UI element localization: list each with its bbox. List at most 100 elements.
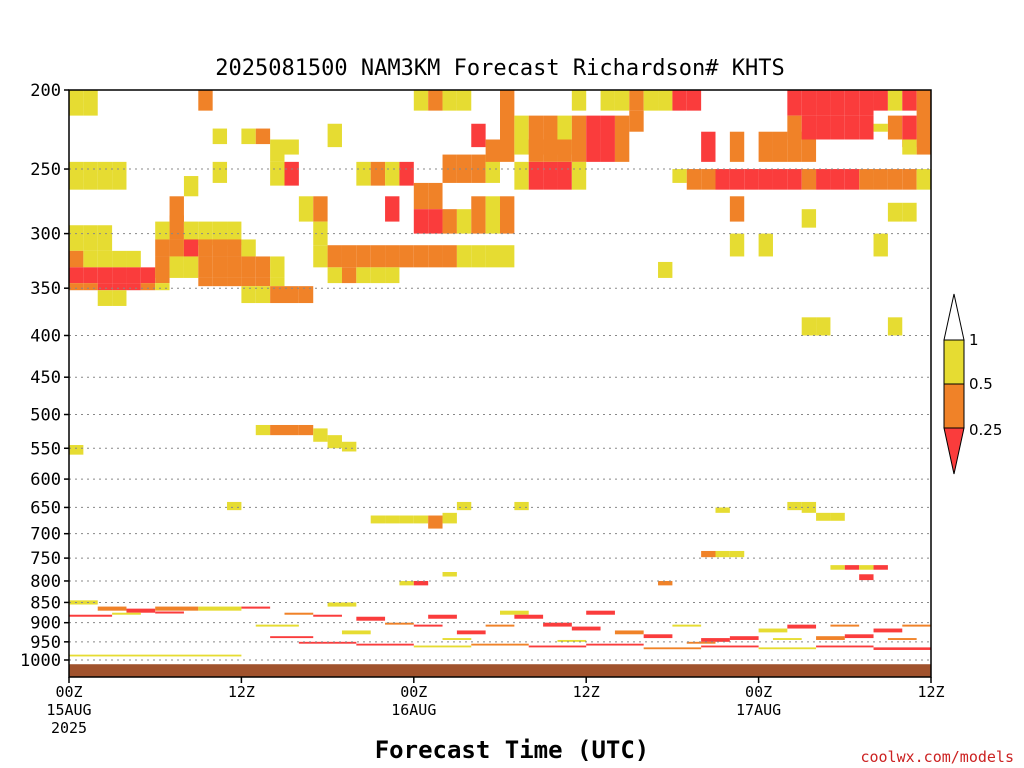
y-tick-label: 700 xyxy=(30,525,61,545)
ri-cell xyxy=(500,90,515,162)
ri-cell xyxy=(140,283,156,291)
ri-cell xyxy=(485,139,500,162)
ri-cell xyxy=(341,441,357,452)
y-tick-label: 650 xyxy=(30,498,61,518)
ri-cell xyxy=(198,221,213,246)
ri-cell xyxy=(212,161,228,183)
ri-cell xyxy=(198,277,213,287)
ri-cell xyxy=(298,424,314,436)
ri-cell xyxy=(270,424,285,436)
ri-cell xyxy=(155,239,170,257)
legend-bin xyxy=(943,293,965,341)
ri-cell xyxy=(270,636,314,639)
ri-cell xyxy=(356,643,414,646)
ri-cell xyxy=(155,283,170,291)
ri-cell xyxy=(313,614,342,617)
ri-cell xyxy=(859,574,874,581)
ri-cell xyxy=(370,245,386,268)
ri-cell xyxy=(672,624,702,627)
ri-cell xyxy=(701,550,716,558)
ri-cell xyxy=(887,317,903,336)
ri-cell xyxy=(557,139,572,162)
ri-cell xyxy=(241,277,256,287)
ri-cell xyxy=(471,196,486,234)
ri-cell xyxy=(902,169,917,190)
ri-cell xyxy=(916,90,931,155)
ri-cell xyxy=(456,154,472,183)
y-axis: 200 250 300 350 400 450 500 550 600 650 700 750 8008… xyxy=(20,81,69,671)
y-tick-label: 600 xyxy=(30,470,61,490)
ri-cell xyxy=(873,233,888,257)
ri-cell xyxy=(715,550,730,558)
ri-cell xyxy=(844,90,860,116)
ri-cell xyxy=(69,600,98,605)
ri-cell xyxy=(758,169,773,190)
ri-cell xyxy=(428,614,457,619)
ri-cell xyxy=(83,90,98,116)
ri-cell xyxy=(413,580,429,586)
ri-cell xyxy=(830,115,845,140)
ri-cell xyxy=(916,169,931,190)
ri-cell xyxy=(227,277,242,287)
ri-cell xyxy=(255,128,271,145)
x-tick-label: 2025 xyxy=(51,719,87,737)
ri-cell xyxy=(255,256,271,278)
ri-cell xyxy=(198,256,213,278)
x-axis-title: Forecast Time (UTC) xyxy=(375,736,650,764)
ri-cell xyxy=(212,256,228,278)
y-tick-label: 750 xyxy=(30,549,61,569)
ri-cell xyxy=(456,209,472,234)
ri-cell xyxy=(500,610,529,615)
ri-cell xyxy=(485,196,500,234)
legend-label: 1 xyxy=(969,331,979,349)
ri-cell xyxy=(658,261,673,278)
ri-cell xyxy=(69,225,84,251)
y-tick-label: 300 xyxy=(30,225,61,245)
ri-cell xyxy=(816,90,831,116)
ri-cell xyxy=(140,267,156,284)
ri-cell xyxy=(169,196,184,222)
ri-cell xyxy=(658,580,673,586)
ri-cell xyxy=(255,424,271,436)
ri-cell xyxy=(787,90,802,116)
ri-cell xyxy=(528,161,544,190)
y-tick-label: 900 xyxy=(30,614,61,634)
ri-cell xyxy=(686,90,702,111)
ri-cell xyxy=(227,239,242,257)
ri-cell xyxy=(859,90,874,116)
ri-cell xyxy=(183,239,199,257)
ri-cell xyxy=(126,267,141,284)
ri-cell xyxy=(413,182,429,210)
ri-cell xyxy=(227,221,242,246)
ri-cell xyxy=(873,169,888,190)
ri-cell xyxy=(155,611,184,614)
ri-cell xyxy=(112,290,127,306)
ri-cell xyxy=(801,169,817,190)
ri-cell xyxy=(385,161,400,186)
ri-cell xyxy=(873,565,888,570)
ri-cell xyxy=(270,161,285,186)
ri-cell xyxy=(456,90,472,111)
ri-cell xyxy=(514,501,529,511)
ri-cell xyxy=(571,115,587,162)
x-tick-label: 00Z xyxy=(400,683,427,701)
ri-cell xyxy=(787,115,802,140)
ri-cell xyxy=(313,196,328,222)
ri-cell xyxy=(69,654,242,657)
ri-cell xyxy=(758,233,773,257)
ri-cell xyxy=(586,610,615,615)
ri-cell xyxy=(729,233,745,257)
ri-cell xyxy=(701,169,716,190)
ri-cell xyxy=(830,565,845,570)
x-tick-label: 12Z xyxy=(573,683,600,701)
ri-cell xyxy=(126,283,141,291)
legend-bin xyxy=(943,427,965,475)
ri-cell xyxy=(227,256,242,278)
y-tick-label: 200 xyxy=(30,81,61,101)
ri-cell xyxy=(772,638,802,640)
ri-cell xyxy=(69,283,84,291)
legend-label: 0.5 xyxy=(969,375,993,393)
ri-cell xyxy=(83,250,98,268)
ri-cell xyxy=(844,115,860,140)
ri-cell xyxy=(97,161,113,190)
